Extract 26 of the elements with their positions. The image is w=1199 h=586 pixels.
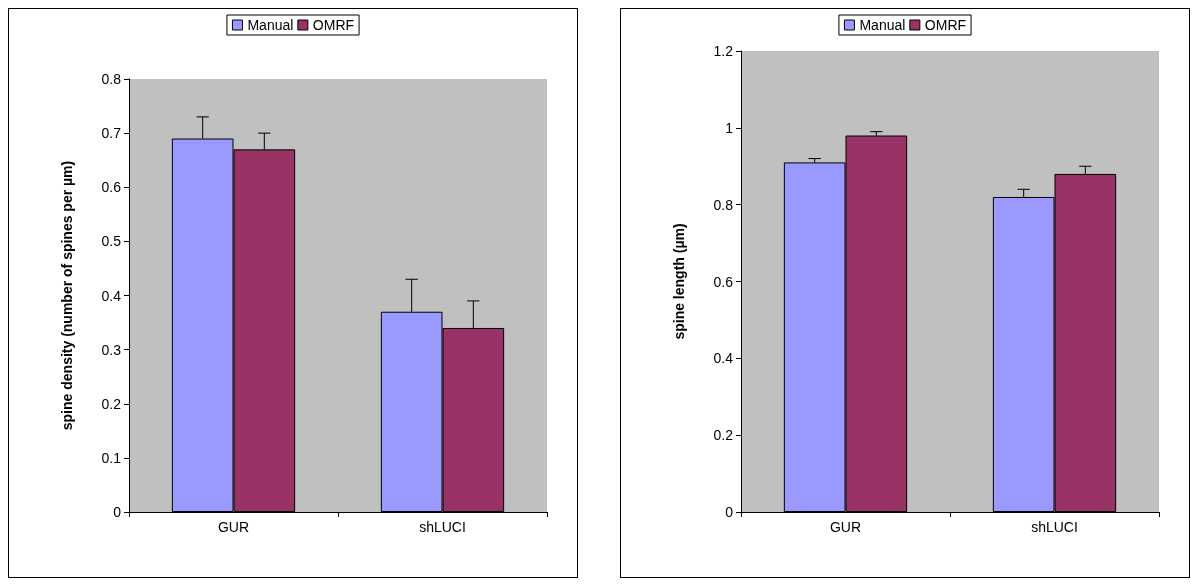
legend-label: Manual [859,17,906,33]
y-tick-label: 0.2 [713,427,734,444]
y-tick-label: 1.2 [713,43,734,59]
y-axis-title: spine length (µm) [671,223,687,340]
y-tick-label: 0.7 [101,125,122,142]
y-tick-label: 0.6 [713,273,734,290]
y-tick-label: 0.8 [101,71,122,87]
y-tick-label: 0 [113,504,122,520]
x-tick-label: shLUCI [419,519,466,535]
x-tick-label: GUR [217,519,250,535]
legend-label: OMRF [924,17,967,33]
y-tick-label: 0.8 [713,196,734,213]
y-tick-label: 0.5 [101,233,122,250]
y-tick-label: 0.4 [101,287,122,304]
legend-label: OMRF [312,17,355,33]
y-tick-label: 0 [725,504,734,520]
y-tick-label: 1 [725,119,734,136]
y-axis-title: spine density (number of spines per µm) [59,160,75,431]
y-tick-label: 0.2 [101,395,122,412]
legend-label: Manual [247,17,294,33]
y-tick-label: 0.1 [101,449,122,466]
y-tick-label: 0.6 [101,179,122,196]
y-tick-label: 0.4 [713,350,734,367]
x-tick-label: shLUCI [1031,519,1078,535]
x-tick-label: GUR [829,519,862,535]
y-tick-label: 0.3 [101,341,122,358]
